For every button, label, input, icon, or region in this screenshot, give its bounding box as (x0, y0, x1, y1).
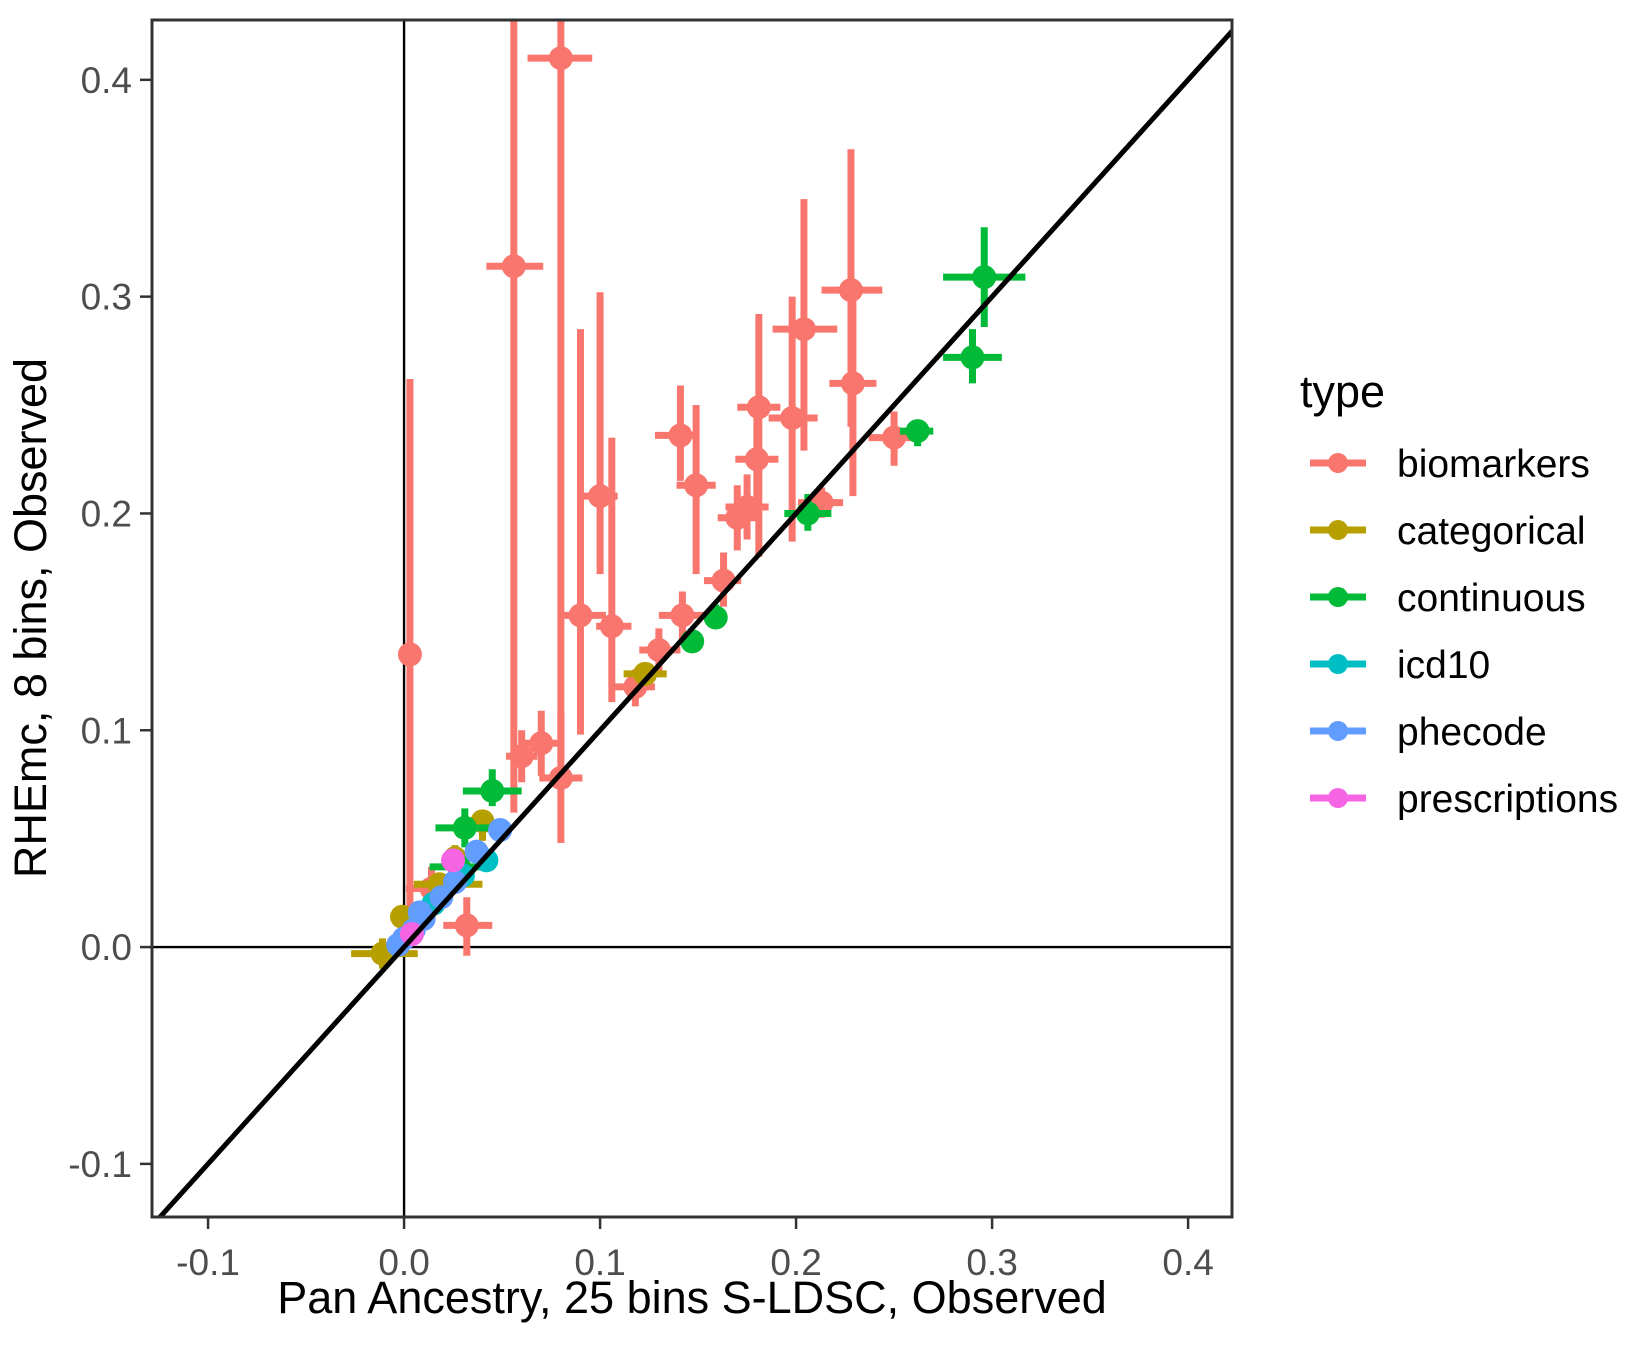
y-tick-label: 0.4 (81, 60, 132, 101)
point-marker (568, 603, 593, 628)
data-point (658, 591, 706, 642)
y-tick-label: -0.1 (68, 1144, 132, 1185)
point-marker (599, 614, 624, 639)
legend-label: biomarkers (1397, 443, 1590, 486)
identity-line-layer (156, 27, 1232, 1217)
data-point (435, 808, 493, 848)
data-point (676, 405, 716, 575)
point-marker (972, 265, 997, 290)
data-point (654, 385, 697, 481)
legend-label: categorical (1397, 510, 1586, 553)
point-marker (509, 744, 534, 769)
point-marker (684, 473, 709, 498)
y-tick-label: 0.3 (81, 277, 132, 318)
point-marker (960, 345, 985, 370)
legend-title: type (1300, 366, 1385, 417)
legend-entry-continuous: continuous (1310, 577, 1586, 620)
zero-reference-lines (152, 20, 1232, 1217)
point-marker (744, 447, 769, 472)
y-axis-title: RHEmc, 8 bins, Observed (5, 358, 56, 878)
point-marker (670, 603, 695, 628)
point-marker (529, 731, 554, 756)
legend-key-point (1328, 587, 1348, 607)
data-point (768, 296, 818, 542)
point-marker (905, 419, 930, 444)
data-point (429, 885, 454, 910)
legend-label: continuous (1397, 577, 1586, 620)
point-marker (840, 371, 865, 396)
data-point (680, 629, 705, 654)
data-point (397, 379, 422, 932)
point-marker (725, 505, 750, 530)
point-marker (791, 317, 816, 342)
data-point (462, 769, 522, 807)
data-point (443, 897, 493, 956)
legend-entry-biomarkers: biomarkers (1310, 443, 1590, 486)
point-marker (780, 406, 805, 431)
point-marker (548, 46, 573, 71)
x-axis: -0.1 0.0 0.1 0.2 0.3 0.4 (176, 1217, 1214, 1283)
legend-label: icd10 (1397, 644, 1490, 687)
point-marker (397, 642, 422, 667)
y-tick-label: 0.1 (81, 710, 132, 751)
point-marker (746, 395, 771, 420)
x-tick-label: 0.4 (1162, 1242, 1213, 1283)
data-point (486, 20, 544, 813)
series-continuous (429, 227, 1026, 879)
point-marker (633, 661, 658, 686)
y-axis: -0.1 0.0 0.1 0.2 0.3 0.4 (68, 60, 152, 1185)
panel-border (150, 18, 1234, 1219)
data-point (562, 329, 606, 735)
legend-entry-categorical: categorical (1310, 510, 1586, 553)
legend-key-point (1328, 721, 1348, 741)
legend-label: phecode (1397, 711, 1547, 754)
data-point (829, 279, 877, 497)
data-point (735, 415, 779, 503)
data-points-layer (351, 20, 1026, 969)
data-point (523, 710, 559, 776)
y-tick-label: 0.2 (81, 493, 132, 534)
data-point (505, 730, 538, 783)
legend-label: prescriptions (1397, 778, 1618, 821)
legend-entry-prescriptions: prescriptions (1310, 778, 1618, 821)
point-marker (429, 885, 454, 910)
legend-entry-icd10: icd10 (1310, 644, 1490, 687)
data-point (441, 848, 466, 873)
legend: type biomarkers categorical continuous icd1… (1300, 366, 1618, 821)
legend-entry-phecode: phecode (1310, 711, 1547, 754)
point-marker (668, 423, 693, 448)
data-point (596, 437, 632, 703)
point-marker (588, 484, 613, 509)
x-tick-label: -0.1 (176, 1242, 240, 1283)
y-tick-label: 0.0 (81, 927, 132, 968)
data-point (527, 20, 593, 763)
x-tick-label: 0.1 (574, 1242, 625, 1283)
point-marker (452, 815, 477, 840)
data-point (717, 485, 757, 551)
legend-key-point (1328, 654, 1348, 674)
data-point (943, 329, 1002, 384)
x-tick-label: 0.3 (966, 1242, 1017, 1283)
legend-key-point (1328, 520, 1348, 540)
identity-line (156, 27, 1232, 1217)
x-tick-label: 0.2 (770, 1242, 821, 1283)
point-marker (480, 778, 505, 803)
x-tick-label: 0.0 (378, 1242, 429, 1283)
legend-key-point (1328, 788, 1348, 808)
point-marker (454, 913, 479, 938)
point-marker (501, 254, 526, 279)
legend-key-point (1328, 453, 1348, 473)
x-axis-title: Pan Ancestry, 25 bins S-LDSC, Observed (277, 1272, 1107, 1323)
data-point (772, 199, 838, 451)
point-marker (441, 848, 466, 873)
data-point (899, 419, 934, 447)
